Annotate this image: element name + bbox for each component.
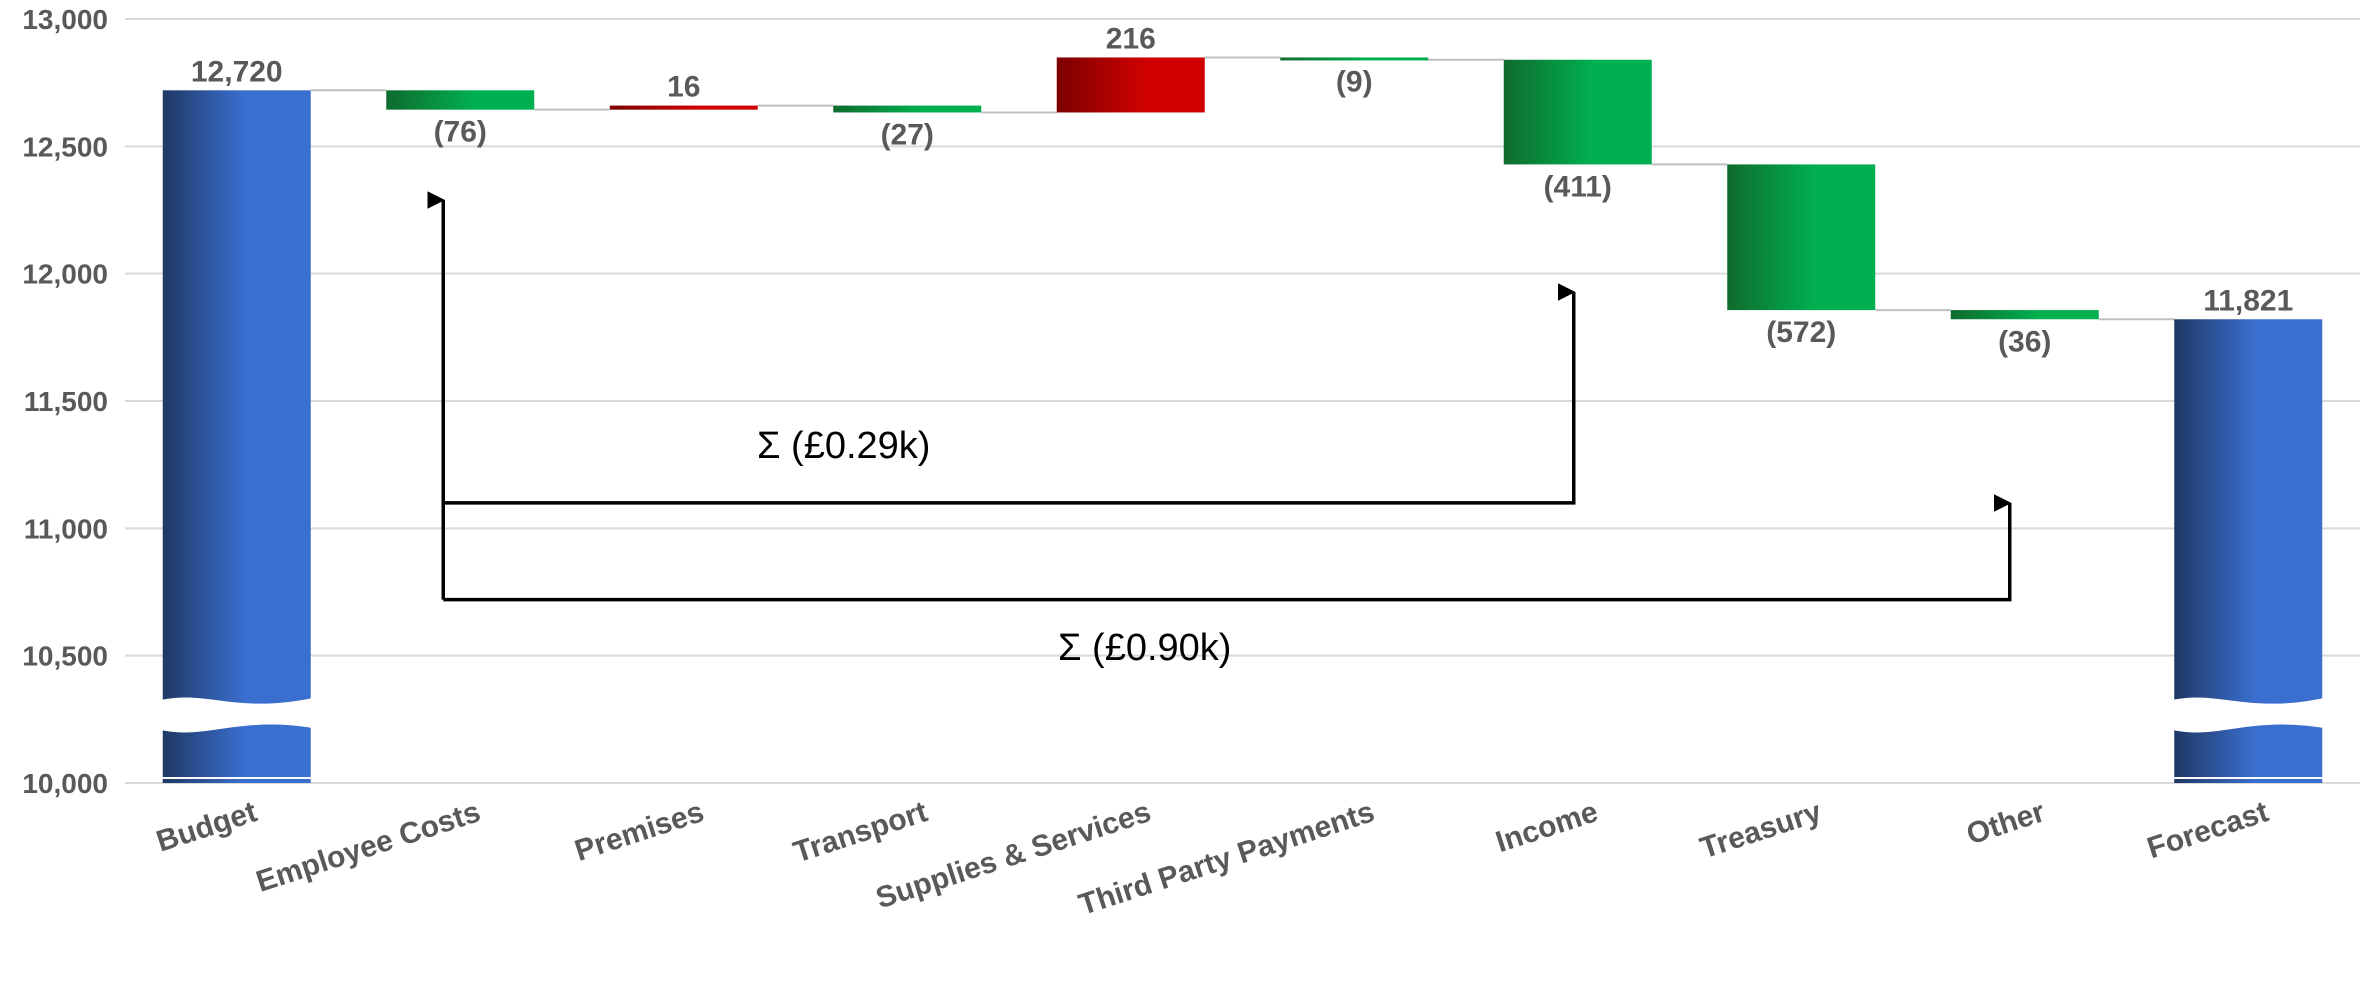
bar-transport <box>833 105 982 113</box>
bar-supplies-services <box>1056 57 1205 113</box>
data-label: 216 <box>1106 22 1156 55</box>
data-label: (27) <box>881 118 934 151</box>
x-category-label: Treasury <box>1696 795 1825 865</box>
x-category-label: Transport <box>790 795 932 869</box>
y-tick-label: 10,500 <box>22 641 108 672</box>
bar-employee-costs <box>386 90 535 110</box>
gridlines <box>125 18 2360 784</box>
axis-break <box>2172 697 2325 733</box>
bar-other <box>1950 310 2099 320</box>
x-category-label: Premises <box>571 795 708 868</box>
bar-third-party-payments <box>1280 57 1429 61</box>
axis-break <box>160 697 313 733</box>
y-tick-label: 11,500 <box>24 386 108 417</box>
x-category-label: Income <box>1492 795 1602 859</box>
data-label: (9) <box>1336 66 1373 99</box>
x-category-label: Forecast <box>2143 795 2272 865</box>
annotation-label: Σ (£0.29k) <box>757 425 930 467</box>
x-category-label: Budget <box>152 795 260 858</box>
data-label: (572) <box>1766 316 1836 349</box>
y-tick-label: 11,000 <box>24 513 108 544</box>
bars <box>160 57 2325 784</box>
data-label: (411) <box>1544 170 1612 203</box>
data-label: 12,720 <box>191 55 283 88</box>
annotation-arrow-income <box>443 283 1576 505</box>
data-label: 11,821 <box>2203 284 2293 317</box>
y-tick-label: 10,000 <box>22 768 108 799</box>
annotation-arrow-other <box>443 494 2012 602</box>
annotations: Σ (£0.29k) Σ (£0.90k) <box>427 191 2012 669</box>
data-label: 16 <box>667 71 700 104</box>
y-tick-label: 13,000 <box>22 4 108 35</box>
annotation-label: Σ (£0.90k) <box>1058 627 1231 669</box>
bar-budget <box>162 90 311 784</box>
connectors <box>310 56 2175 321</box>
y-tick-label: 12,000 <box>22 259 108 290</box>
data-label: (76) <box>434 116 487 149</box>
bar-income <box>1503 59 1652 165</box>
bar-treasury <box>1727 164 1876 311</box>
x-category-label: Other <box>1963 795 2050 851</box>
y-tick-label: 12,500 <box>22 131 108 162</box>
data-labels: 12,720 (76) 16 (27) 216 (9) (411) (572) (36) 11,8… <box>191 22 2293 358</box>
x-category-label: Employee Costs <box>252 795 484 899</box>
bar-premises <box>609 105 758 110</box>
y-axis-ticks: 10,000 10,500 11,000 11,500 12,000 12,500 13,0… <box>22 4 108 799</box>
data-label: (36) <box>1998 325 2051 358</box>
